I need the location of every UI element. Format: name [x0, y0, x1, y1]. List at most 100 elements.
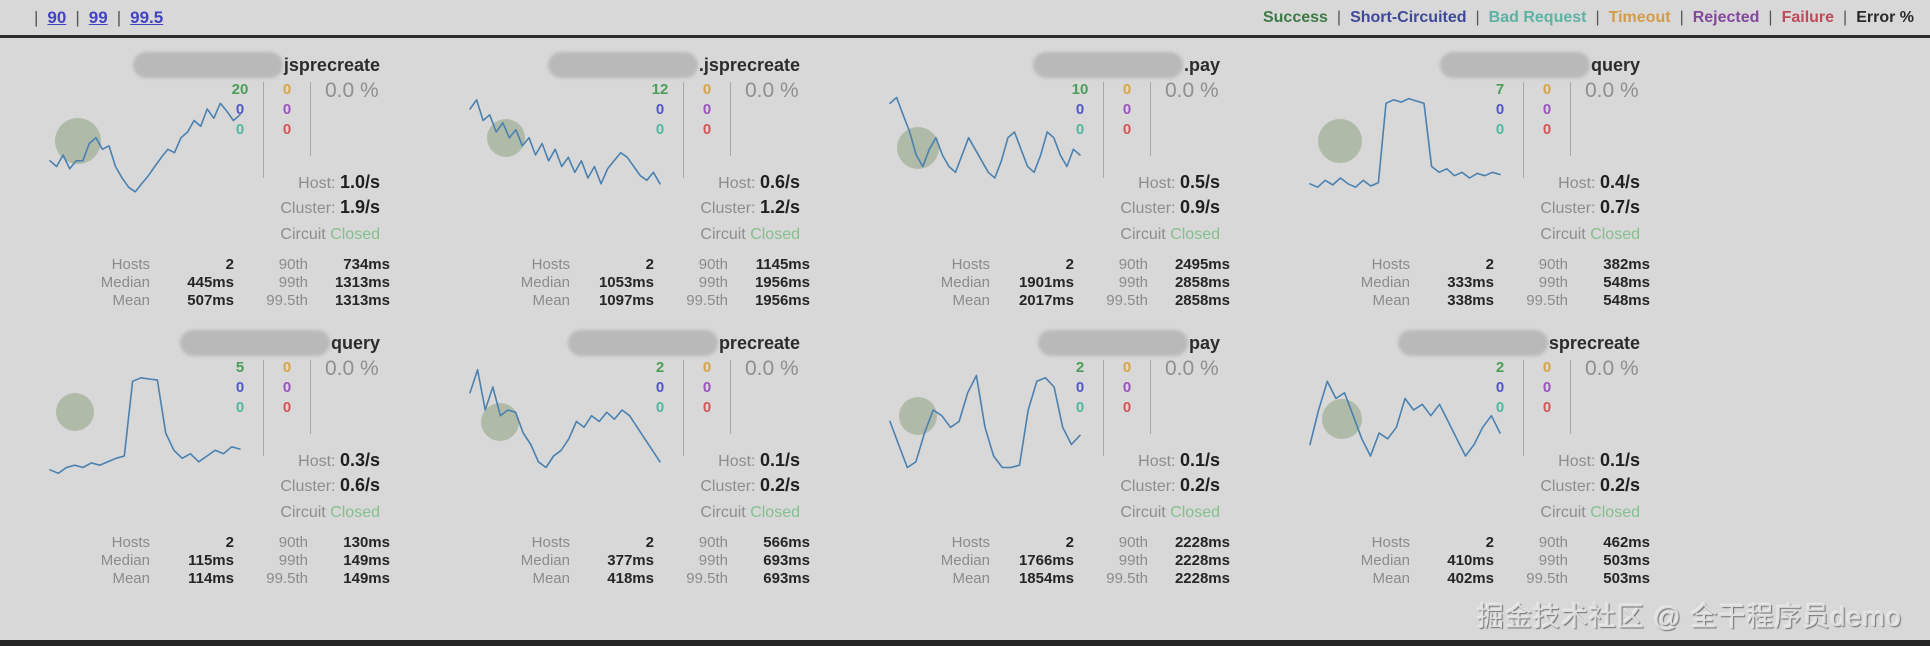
p99-value: 503ms	[1603, 552, 1650, 569]
sparkline-svg	[49, 102, 241, 193]
redacted-title-prefix	[1397, 330, 1548, 356]
sparkline-svg	[889, 374, 1081, 469]
counter-column-right: 0 0 0	[1110, 80, 1144, 140]
p90-value: 1145ms	[755, 256, 810, 273]
p99-label: 99th	[1538, 274, 1568, 291]
mean-label: Mean	[952, 570, 990, 587]
circuit-label: Circuit	[700, 504, 746, 521]
panel-title-text: query	[330, 332, 380, 353]
status-legend: Success | Short-Circuited | Bad Request | Time…	[1263, 9, 1914, 27]
latency-stats-table: Hosts 2 90th 1145ms Median 1053ms 99th 1…	[480, 256, 810, 310]
counter-column-left: 2 0 0	[1483, 358, 1517, 418]
panel-title-text: pay	[1188, 332, 1220, 353]
p995-value: 1956ms	[754, 292, 810, 309]
percentile-link-99-5[interactable]: 99.5	[130, 7, 164, 27]
mean-label: Mean	[112, 292, 150, 309]
p90-value: 382ms	[1603, 256, 1650, 273]
sparkline-chart	[469, 364, 661, 479]
cluster-rate-value: 0.2/s	[1599, 475, 1640, 495]
circuit-panels-grid: jsprecreate 20 0 0 0 0 0 0.0 % Host	[0, 40, 1720, 602]
circuit-state-badge: Closed	[1590, 226, 1640, 243]
rejected-count: 0	[282, 101, 292, 118]
failure-count: 0	[702, 121, 712, 138]
p90-label: 90th	[278, 256, 308, 273]
circuit-state-badge: Closed	[1170, 504, 1220, 521]
host-rate-line: Host: 0.4/s	[1558, 172, 1640, 193]
median-value: 1053ms	[598, 274, 654, 291]
sparkline-chart	[889, 364, 1081, 479]
circuit-status-line: Circuit Closed	[280, 226, 380, 244]
host-rate-line: Host: 1.0/s	[298, 172, 380, 193]
counter-column-right: 0 0 0	[690, 358, 724, 418]
counter-divider	[1150, 360, 1151, 434]
median-label: Median	[1360, 552, 1410, 569]
redacted-title-prefix	[547, 52, 698, 78]
counter-column-right: 0 0 0	[1110, 358, 1144, 418]
host-rate-value: 0.3/s	[339, 450, 380, 470]
circuit-panel: pay 2 0 0 0 0 0 0.0 % Host: 0	[880, 324, 1300, 602]
percentile-link-90[interactable]: 90	[47, 7, 67, 27]
median-label: Median	[1360, 274, 1410, 291]
p995-value: 1313ms	[334, 292, 390, 309]
mean-value: 418ms	[607, 570, 654, 587]
volume-circle	[1322, 399, 1362, 439]
short-circuited-count: 0	[1495, 379, 1505, 396]
p90-value: 734ms	[343, 256, 390, 273]
host-rate-line: Host: 0.6/s	[718, 172, 800, 193]
median-value: 1766ms	[1018, 552, 1074, 569]
percentile-link-99[interactable]: 99	[88, 7, 108, 27]
timeout-count: 0	[1122, 359, 1132, 376]
error-percentage: 0.0 %	[1165, 79, 1219, 102]
rejected-count: 0	[1122, 101, 1132, 118]
host-rate-value: 0.1/s	[759, 450, 800, 470]
counter-column-left: 5 0 0	[223, 358, 257, 418]
p995-label: 99.5th	[266, 292, 308, 309]
cluster-rate-label: Cluster:	[1540, 200, 1596, 217]
error-percentage: 0.0 %	[745, 357, 799, 380]
timeout-count: 0	[702, 81, 712, 98]
host-rate-label: Host:	[1558, 175, 1596, 192]
median-label: Median	[100, 552, 150, 569]
circuit-label: Circuit	[1540, 504, 1586, 521]
circuit-state-badge: Closed	[1590, 504, 1640, 521]
latency-stats-table: Hosts 2 90th 2228ms Median 1766ms 99th 2…	[900, 534, 1230, 588]
success-count: 5	[235, 359, 245, 376]
circuit-state-badge: Closed	[750, 504, 800, 521]
median-label: Median	[940, 552, 990, 569]
hosts-value: 2	[225, 256, 234, 273]
host-rate-value: 1.0/s	[339, 172, 380, 192]
error-percentage: 0.0 %	[325, 79, 379, 102]
hosts-value: 2	[645, 534, 654, 551]
median-value: 333ms	[1447, 274, 1494, 291]
sparkline-line	[469, 99, 661, 185]
latency-stats-table: Hosts 2 90th 130ms Median 115ms 99th 149…	[60, 534, 390, 588]
host-rate-label: Host:	[298, 175, 336, 192]
sparkline-line	[1309, 380, 1501, 457]
counter-divider	[1523, 82, 1524, 178]
timeout-count: 0	[1122, 81, 1132, 98]
failure-count: 0	[1122, 399, 1132, 416]
cluster-rate-value: 0.6/s	[339, 475, 380, 495]
legend-item-short-circuited: Short-Circuited	[1350, 8, 1467, 26]
median-value: 445ms	[187, 274, 234, 291]
counter-divider	[1570, 360, 1571, 434]
latency-stats-table: Hosts 2 90th 734ms Median 445ms 99th 131…	[60, 256, 390, 310]
p90-value: 566ms	[763, 534, 810, 551]
separator: |	[116, 7, 122, 27]
legend-item-bad-request: Bad Request	[1488, 8, 1587, 26]
median-value: 115ms	[188, 552, 234, 569]
separator: |	[75, 7, 80, 27]
mean-value: 1854ms	[1018, 570, 1074, 587]
p90-label: 90th	[278, 534, 308, 551]
mean-value: 338ms	[1447, 292, 1494, 309]
circuit-label: Circuit	[280, 504, 326, 521]
sparkline-svg	[469, 99, 661, 185]
separator: |	[1679, 8, 1684, 26]
p99-label: 99th	[1118, 274, 1148, 291]
counter-divider	[263, 82, 264, 178]
counter-divider	[1570, 82, 1571, 156]
cluster-rate-line: Cluster: 0.2/s	[1120, 475, 1220, 496]
panel-title-text: sprecreate	[1548, 332, 1640, 353]
host-rate-line: Host: 0.1/s	[718, 450, 800, 471]
error-percentage: 0.0 %	[1165, 357, 1219, 380]
